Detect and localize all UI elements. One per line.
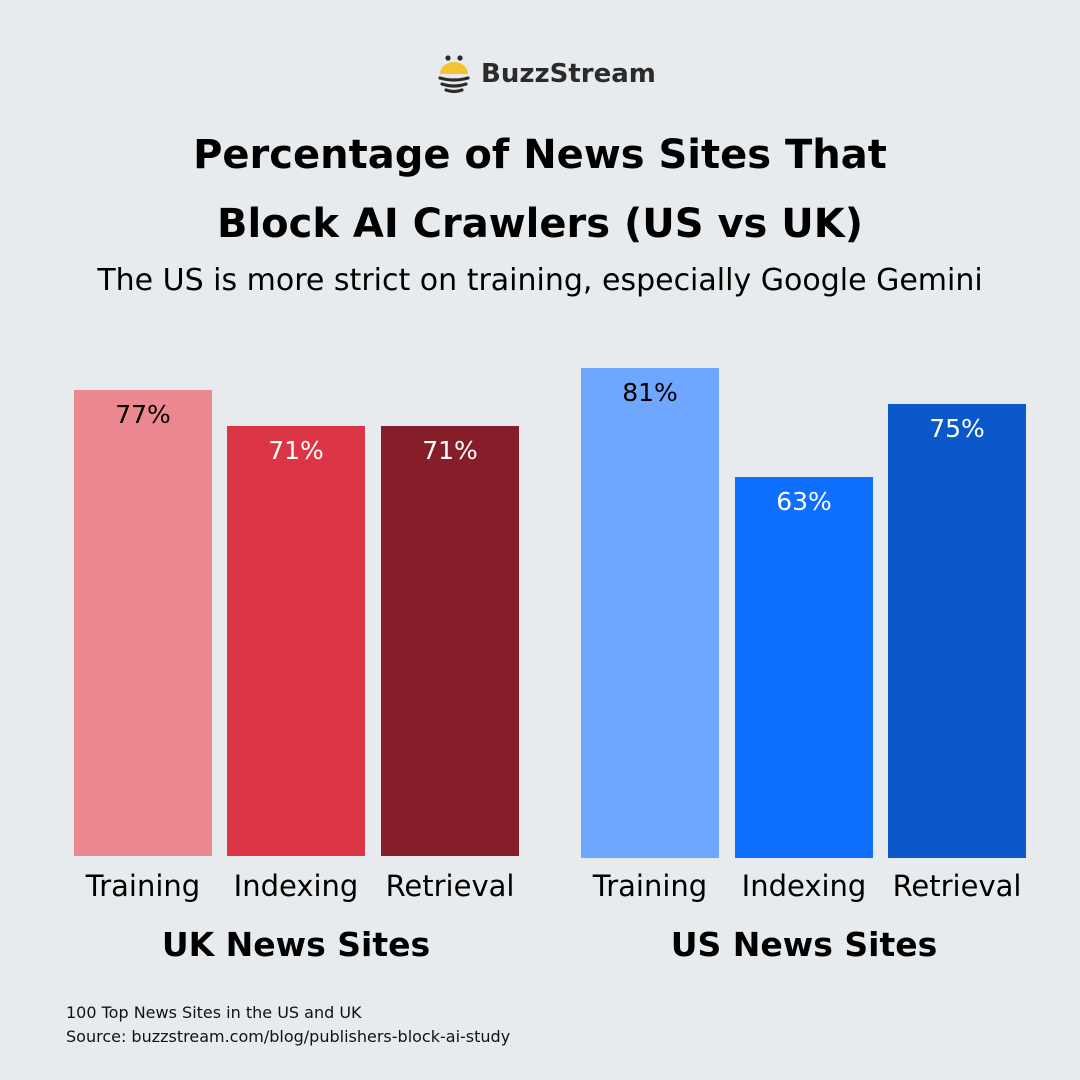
bar-uk-indexing: 71%: [227, 426, 365, 856]
chart-subtitle: The US is more strict on training, espec…: [97, 263, 983, 298]
category-label: Retrieval: [892, 869, 1022, 903]
category-label: Retrieval: [385, 869, 515, 903]
footnote-sample: 100 Top News Sites in the US and UK: [66, 1003, 362, 1022]
bar-uk-training: 77%: [74, 390, 212, 856]
brand-name: BuzzStream: [481, 59, 656, 89]
bar-value-label: 71%: [268, 436, 324, 465]
chart-title-line2: Block AI Crawlers (US vs UK): [216, 201, 864, 247]
bee-logo-icon: [438, 55, 470, 94]
bar-value-label: 71%: [422, 436, 478, 465]
category-label: Training: [592, 869, 708, 903]
group-label-us: US News Sites: [670, 925, 938, 964]
category-label: Indexing: [741, 869, 867, 903]
bar-value-label: 81%: [622, 378, 678, 407]
bar-us-training: 81%: [581, 368, 719, 858]
footnote-source: Source: buzzstream.com/blog/publishers-b…: [66, 1027, 511, 1046]
bar-us-indexing: 63%: [735, 477, 873, 858]
bar-value-label: 77%: [115, 400, 171, 429]
bar-us-retrieval: 75%: [888, 404, 1026, 858]
group-label-uk: UK News Sites: [161, 925, 431, 964]
bar-value-label: 63%: [776, 487, 832, 516]
brand-logo: BuzzStream: [437, 52, 656, 96]
bar-uk-retrieval: 71%: [381, 426, 519, 856]
chart-title-line1: Percentage of News Sites That: [193, 132, 887, 178]
category-label: Training: [85, 869, 201, 903]
category-label: Indexing: [233, 869, 359, 903]
bar-value-label: 75%: [929, 414, 985, 443]
